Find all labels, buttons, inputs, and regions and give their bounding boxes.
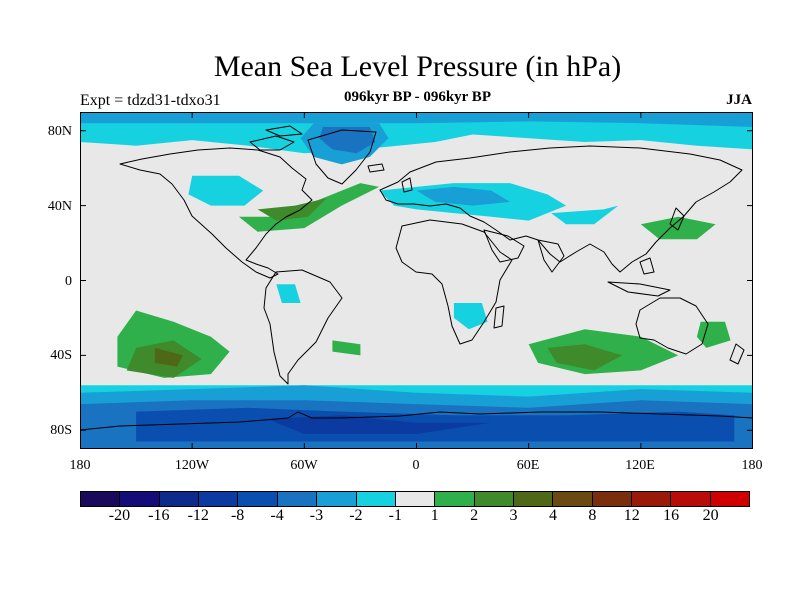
pressure-region-24 (696, 321, 731, 348)
colorbar-swatch-12 (553, 492, 593, 506)
colorbar-swatch-5 (277, 492, 318, 506)
coast-indonesia (607, 257, 671, 297)
colorbar-label-9: 2 (470, 507, 479, 524)
lat-label-0: 0 (65, 274, 72, 289)
coastlines (80, 125, 753, 431)
colorbar-swatch-0 (81, 492, 121, 506)
pressure-region-14 (266, 415, 492, 434)
lon-label-120e: 120E (625, 458, 655, 473)
pressure-region-7 (551, 205, 619, 225)
colorbar-label-2: -12 (187, 507, 209, 524)
colorbar-swatch-4 (238, 492, 278, 506)
lat-label-40n: 40N (47, 199, 72, 214)
coast-arabia (483, 229, 525, 263)
lon-label-60e: 60E (516, 458, 540, 473)
colorbar-swatch-9 (435, 492, 475, 506)
colorbar-label-0: -20 (108, 507, 131, 524)
coast-madagascar (493, 305, 505, 329)
coast-india (537, 239, 565, 273)
coast-eurasia (379, 145, 743, 273)
coast-africa (395, 219, 513, 345)
coast-south-america (263, 269, 343, 385)
colorbar-swatch-2 (159, 492, 200, 506)
colorbar-swatch-10 (474, 492, 514, 506)
pressure-region-3 (319, 127, 376, 154)
colorbar-swatch-3 (199, 492, 239, 506)
pressure-region-1 (80, 112, 753, 127)
pressure-region-4 (188, 175, 264, 206)
colorbar-label-7: -1 (388, 507, 402, 524)
coast-arctic-islands (249, 125, 303, 151)
coast-antarctica (80, 411, 753, 431)
axis-ticks (80, 112, 753, 449)
lat-label-80n: 80N (47, 124, 72, 139)
pressure-map (80, 112, 753, 449)
colorbar-swatch-6 (317, 492, 357, 506)
colorbar-label-13: 12 (623, 507, 640, 524)
pressure-region-16 (257, 198, 327, 221)
pressure-fields (80, 112, 753, 449)
pressure-region-21 (332, 340, 361, 356)
colorbar-label-6: -2 (349, 507, 363, 524)
colorbar-label-1: -16 (148, 507, 170, 524)
pressure-region-8 (276, 284, 301, 303)
pressure-region-23 (547, 344, 623, 371)
colorbar (80, 491, 750, 507)
colorbar-label-12: 8 (588, 507, 597, 524)
colorbar-label-15: 20 (702, 507, 719, 524)
colorbar-label-5: -3 (309, 507, 324, 524)
colorbar-swatch-16 (710, 492, 750, 506)
coast-new-zealand (729, 343, 745, 365)
colorbar-label-10: 3 (509, 507, 518, 524)
pressure-region-17 (640, 216, 716, 240)
colorbar-swatch-11 (513, 492, 554, 506)
pressure-region-9 (453, 303, 488, 330)
colorbar-label-3: -8 (230, 507, 245, 524)
season-label: JJA (726, 92, 752, 108)
lon-label-120w: 120W (174, 458, 210, 473)
coast-japan (669, 207, 685, 231)
colorbar-label-14: 16 (663, 507, 680, 524)
colorbar-swatch-14 (632, 492, 672, 506)
colorbar-swatch-7 (356, 492, 396, 506)
coast-australia (635, 297, 709, 355)
map-title: Mean Sea Level Pressure (in hPa) (213, 50, 622, 83)
colorbar-label-4: -4 (270, 507, 284, 524)
colorbar-swatch-15 (671, 492, 711, 506)
colorbar-label-8: 1 (430, 507, 439, 524)
lat-label-80s: 80S (50, 423, 72, 438)
coast-north-america (119, 147, 313, 279)
lon-label-180e: 180 (741, 458, 763, 473)
experiment-label: Expt = tdzd31-tdxo31 (80, 92, 221, 109)
colorbar-label-11: 4 (548, 507, 557, 524)
lon-label-0: 0 (412, 458, 420, 473)
lat-label-40s: 40S (50, 348, 72, 363)
colorbar-swatch-8 (395, 492, 436, 506)
coast-greenland (307, 129, 377, 185)
colorbar-swatch-13 (592, 492, 633, 506)
pressure-region-6 (416, 186, 510, 206)
lon-label-60w: 60W (290, 458, 318, 473)
coast-uk (401, 177, 413, 193)
lon-label-180w: 180 (69, 458, 91, 473)
map-subtitle: 096kyr BP - 096kyr BP (344, 89, 491, 105)
colorbar-swatch-1 (120, 492, 160, 506)
coast-iceland (367, 163, 385, 173)
pressure-region-20 (154, 347, 183, 367)
